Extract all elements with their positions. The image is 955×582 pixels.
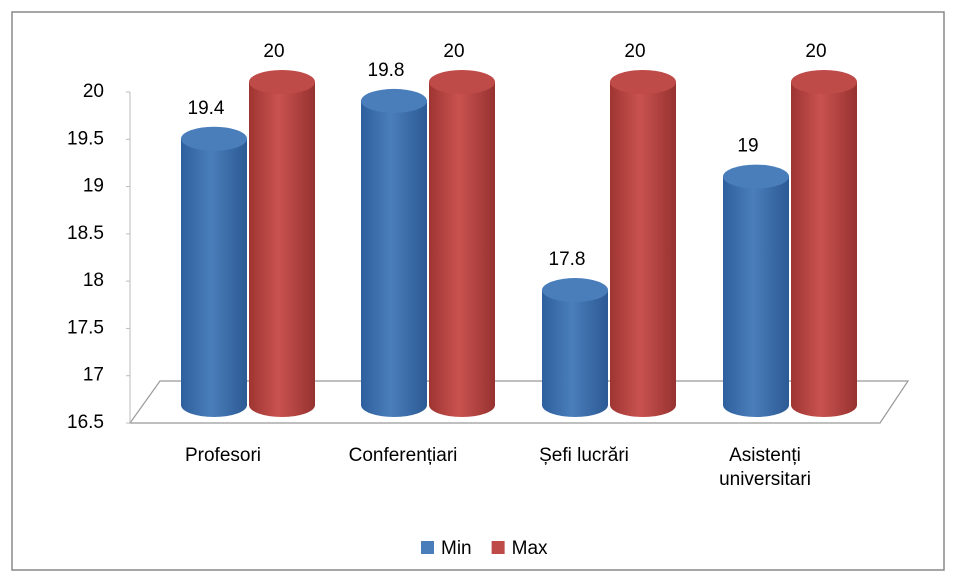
y-tick-label: 16.5 [67,412,104,433]
bar-top [249,70,315,94]
data-label: 19 [737,136,758,157]
y-tick-label: 19.5 [67,128,104,149]
x-tick-label: Asistenți universitari [719,445,811,490]
legend-swatch [491,541,505,554]
y-tick-label: 17 [83,365,104,386]
y-tick-label: 19 [83,176,104,197]
data-label: 20 [624,41,645,62]
data-label: 20 [805,41,826,62]
data-label: 20 [263,41,284,62]
bar-top [723,164,789,189]
bar [791,82,857,417]
bar-top [610,70,676,94]
legend-swatch [421,541,434,554]
bar [723,176,789,417]
bar [249,82,315,417]
bar-top [361,88,427,113]
bar [181,138,247,417]
legend-label: Max [512,538,548,559]
bar-top [542,278,608,303]
data-label: 19.4 [188,98,225,119]
y-tick-label: 20 [83,81,104,102]
legend-label: Min [441,538,472,559]
x-tick-label: Șefi lucrări [539,445,629,466]
bar [610,82,676,417]
x-tick-label: Conferențiari [348,445,458,466]
y-tick-label: 18 [83,270,104,291]
floor [128,380,910,424]
y-tick-label: 18.5 [67,223,104,244]
data-label: 17.8 [549,249,586,270]
bar [361,100,427,418]
data-label: 19.8 [368,60,405,81]
bar-top [181,126,247,151]
bar [429,82,495,417]
y-tick-label: 17.5 [67,317,104,338]
x-tick-label: Profesori [184,445,262,466]
data-label: 20 [443,41,464,62]
bar-top [791,70,857,94]
bar [542,290,608,417]
bar-top [429,70,495,94]
